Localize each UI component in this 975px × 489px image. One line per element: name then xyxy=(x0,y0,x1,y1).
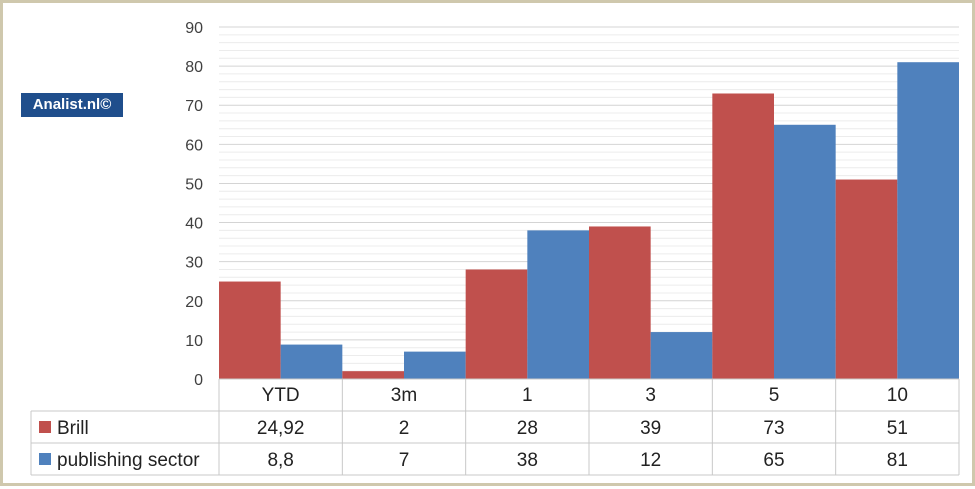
bar-brill-3 xyxy=(589,226,651,379)
x-category-label: 1 xyxy=(522,385,533,406)
bar-publishing-sector-3 xyxy=(650,332,713,379)
y-tick-label: 50 xyxy=(185,176,203,193)
series-name: publishing sector xyxy=(57,450,200,471)
bar-publishing-sector-3m xyxy=(404,351,466,379)
bar-brill-ytd xyxy=(219,281,281,379)
data-table-cell: 12 xyxy=(640,450,661,471)
x-category-label: 3m xyxy=(391,385,417,406)
bar-brill-1 xyxy=(465,269,528,379)
bar-chart: 0 10 20 30 40 50 60 70 80 90 YTD 3m 1 3 5 10 Brill 24,92 2… xyxy=(30,20,960,476)
bar-publishing-sector-1 xyxy=(527,230,589,379)
data-table-cell: 51 xyxy=(887,418,908,439)
series-name: Brill xyxy=(57,418,89,439)
y-tick-label: 10 xyxy=(185,333,203,350)
data-table-cell: 38 xyxy=(517,450,538,471)
data-table-cell: 39 xyxy=(640,418,661,439)
x-category-label: 3 xyxy=(645,385,656,406)
y-tick-label: 20 xyxy=(185,294,203,311)
bar-brill-10 xyxy=(835,179,898,379)
y-tick-label: 0 xyxy=(194,372,203,389)
y-tick-label: 40 xyxy=(185,216,203,233)
bar-publishing-sector-ytd xyxy=(280,344,343,379)
bar-publishing-sector-5 xyxy=(774,124,836,380)
y-tick-label: 80 xyxy=(185,59,203,76)
data-table-cell: 8,8 xyxy=(267,450,293,471)
data-table-cell: 7 xyxy=(399,450,410,471)
y-tick-label: 60 xyxy=(185,137,203,154)
data-table-cell: 81 xyxy=(887,450,908,471)
y-tick-label: 70 xyxy=(185,98,203,115)
data-table-cell: 73 xyxy=(763,418,784,439)
bar-brill-3m xyxy=(342,371,404,379)
bar-publishing-sector-10 xyxy=(897,62,959,379)
data-table-cell: 28 xyxy=(517,418,538,439)
data-table-cell: 24,92 xyxy=(257,418,305,439)
bar-brill-5 xyxy=(712,93,774,379)
legend-key-brill xyxy=(39,421,51,433)
x-category-label: 5 xyxy=(769,385,780,406)
y-tick-label: 30 xyxy=(185,255,203,272)
y-tick-label: 90 xyxy=(185,20,203,37)
analist-watermark: Analist.nl© xyxy=(21,93,123,117)
x-category-label: YTD xyxy=(262,385,300,406)
legend-key-publishing-sector xyxy=(39,453,51,465)
x-category-label: 10 xyxy=(887,385,908,406)
data-table-cell: 65 xyxy=(763,450,784,471)
data-table-cell: 2 xyxy=(399,418,410,439)
